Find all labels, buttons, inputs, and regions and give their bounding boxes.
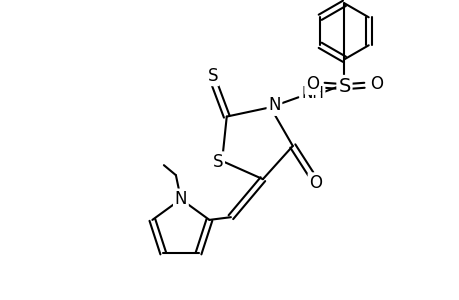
Text: N: N — [268, 96, 280, 114]
Text: S: S — [337, 77, 350, 96]
Text: NH: NH — [300, 86, 323, 101]
Text: O: O — [305, 75, 318, 93]
Text: N: N — [174, 190, 187, 208]
Text: S: S — [213, 153, 223, 171]
Text: O: O — [308, 174, 322, 192]
Text: S: S — [207, 67, 218, 85]
Text: O: O — [369, 75, 382, 93]
